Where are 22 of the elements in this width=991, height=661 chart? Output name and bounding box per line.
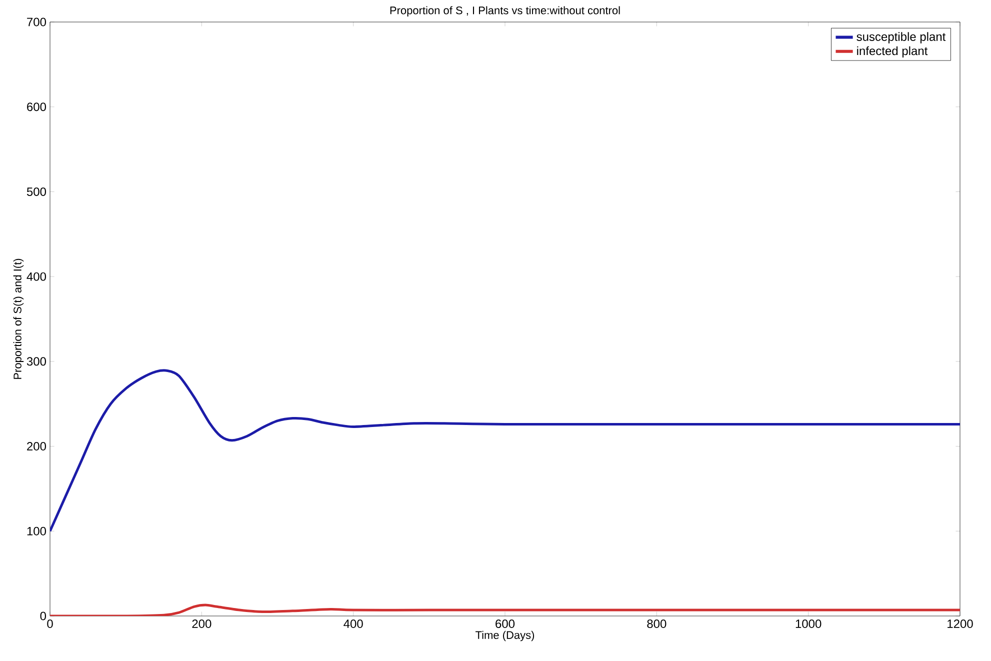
y-axis-title: Proportion of S(t) and I(t)	[13, 258, 24, 379]
y-tick-label: 0	[40, 612, 46, 620]
y-tick-label: 600	[27, 102, 46, 112]
x-tick-label: 1000	[796, 620, 822, 628]
x-tick-label: 200	[192, 620, 212, 628]
x-tick-label: 400	[344, 620, 363, 628]
line-series	[50, 369, 960, 532]
y-tick-label: 400	[26, 272, 46, 281]
x-tick-label: 800	[647, 620, 666, 628]
x-tick-label: 1200	[948, 620, 973, 628]
line-series	[50, 604, 960, 616]
y-tick-label: 300	[26, 357, 46, 366]
y-tick-label: 500	[26, 187, 46, 196]
y-tick-label: 100	[27, 526, 46, 536]
x-axis-title: Time (Days)	[476, 630, 534, 642]
y-tick-label: 700	[27, 18, 46, 26]
legend-label: susceptible plant	[856, 32, 946, 44]
x-tick-label: 0	[47, 620, 53, 628]
y-tick-label: 200	[27, 442, 46, 451]
x-tick-label: 600	[496, 620, 515, 628]
legend-label: infected plant	[857, 46, 928, 58]
chart-title: Proportion of S , I Plants vs time:without control	[390, 6, 620, 16]
